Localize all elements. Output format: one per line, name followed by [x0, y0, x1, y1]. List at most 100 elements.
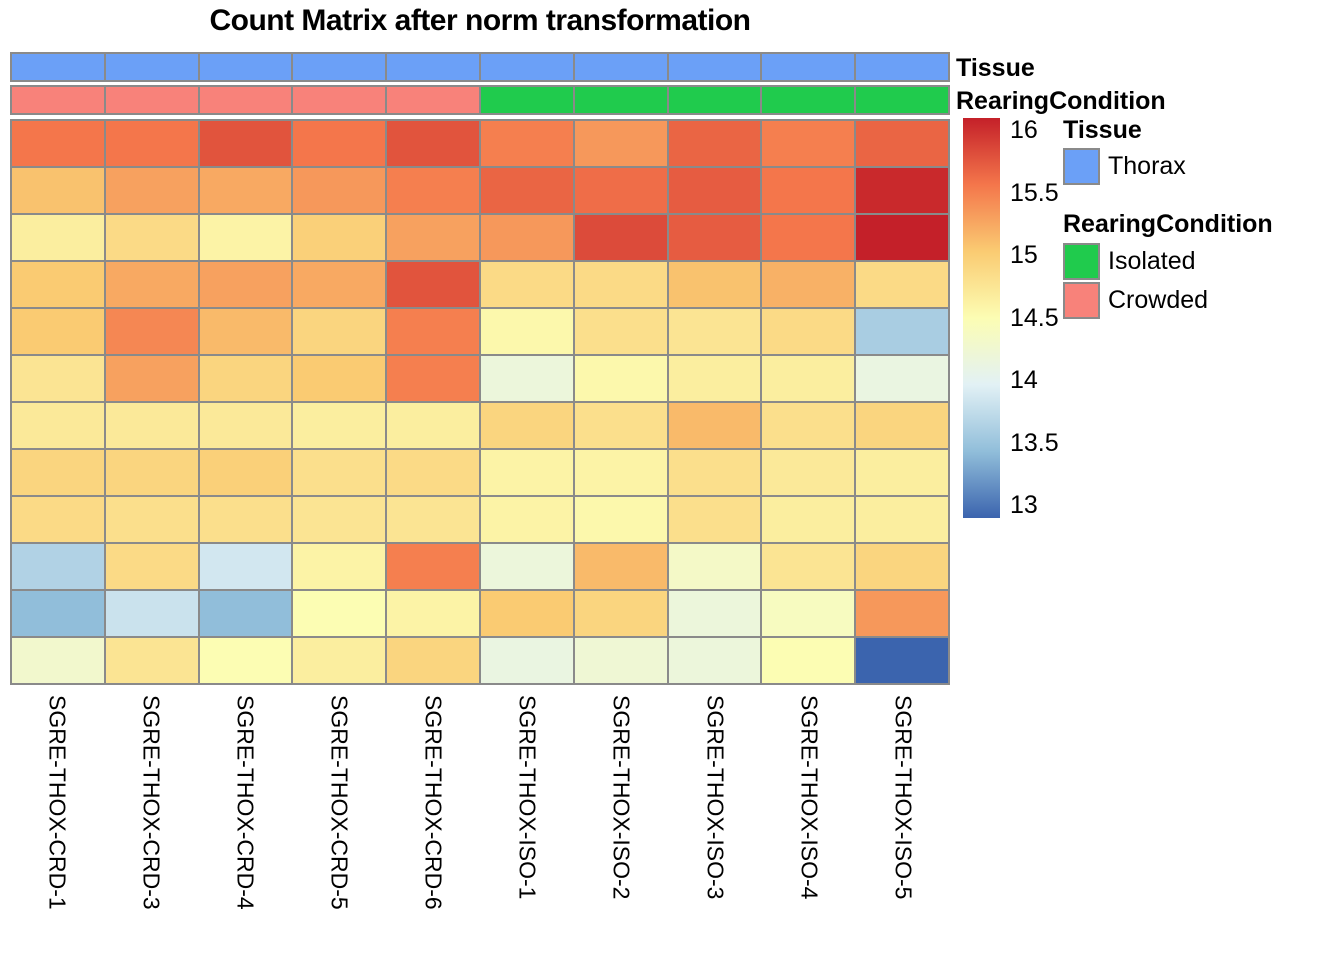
heatmap-cell-r3-c3 [199, 215, 292, 260]
heatmap-cell-r1-c5 [387, 121, 479, 166]
heatmap-cell-r12-c3 [199, 638, 292, 683]
colorbar-tick-13.5: 13.5 [1010, 428, 1059, 457]
column-label-text: SGRE-THOX-CRD-6 [420, 695, 447, 910]
heatmap-cell-r12-c4 [293, 638, 386, 683]
heatmap-cell-r3-c6 [481, 215, 573, 260]
rearing-cell-isolated [481, 87, 573, 113]
column-label-sgre-thox-iso-5: SGRE-THOX-ISO-5 [856, 695, 950, 960]
legend-thorax-swatch [1063, 148, 1100, 185]
heatmap-cell-r5-c8 [668, 309, 761, 354]
heatmap-cell-r2-c4 [293, 168, 386, 213]
heatmap-cell-r12-c7 [574, 638, 667, 683]
heatmap-cell-r11-c7 [574, 591, 667, 636]
heatmap-cell-r12-c5 [387, 638, 479, 683]
heatmap-cell-r7-c5 [387, 403, 479, 448]
column-label-sgre-thox-iso-3: SGRE-THOX-ISO-3 [668, 695, 762, 960]
heatmap-cell-r6-c6 [481, 356, 573, 401]
heatmap-cell-r10-c3 [199, 544, 292, 589]
heatmap-cell-r9-c1 [12, 497, 104, 542]
heatmap-cell-r8-c7 [574, 450, 667, 495]
column-label-sgre-thox-iso-1: SGRE-THOX-ISO-1 [480, 695, 574, 960]
colorbar-tick-13: 13 [1010, 491, 1038, 519]
rearing-cell-isolated [574, 87, 667, 113]
heatmap-cell-r3-c8 [668, 215, 761, 260]
tissue-cell-thorax [668, 54, 761, 80]
heatmap-cell-r11-c10 [856, 591, 948, 636]
heatmap-cell-r7-c7 [574, 403, 667, 448]
heatmap-cell-r5-c3 [199, 309, 292, 354]
heatmap-cell-r1-c7 [574, 121, 667, 166]
heatmap-cell-r11-c2 [105, 591, 198, 636]
heatmap-cell-r12-c9 [762, 638, 855, 683]
heatmap-cell-r4-c2 [105, 262, 198, 307]
column-label-text: SGRE-THOX-CRD-1 [44, 695, 71, 910]
heatmap-cell-r10-c8 [668, 544, 761, 589]
heatmap-cell-r9-c2 [105, 497, 198, 542]
heatmap-cell-r1-c4 [293, 121, 386, 166]
heatmap-cell-r7-c1 [12, 403, 104, 448]
column-label-text: SGRE-THOX-ISO-2 [608, 695, 635, 900]
column-label-sgre-thox-crd-4: SGRE-THOX-CRD-4 [198, 695, 292, 960]
heatmap-cell-r1-c10 [856, 121, 948, 166]
tissue-annotation-label: Tissue [956, 54, 1035, 82]
heatmap-cell-r12-c1 [12, 638, 104, 683]
heatmap-cell-r4-c7 [574, 262, 667, 307]
heatmap-cell-r11-c5 [387, 591, 479, 636]
column-label-sgre-thox-iso-4: SGRE-THOX-ISO-4 [762, 695, 856, 960]
legend-isolated-label: Isolated [1108, 247, 1196, 275]
heatmap-cell-r8-c2 [105, 450, 198, 495]
colorbar-gradient [963, 118, 1000, 518]
tissue-cell-thorax [199, 54, 292, 80]
legend-isolated-swatch [1063, 243, 1100, 280]
colorbar-tick-16: 16 [1010, 116, 1038, 144]
heatmap-cell-r1-c9 [762, 121, 855, 166]
heatmap-cell-r4-c3 [199, 262, 292, 307]
heatmap-cell-r2-c6 [481, 168, 573, 213]
heatmap-cell-r7-c9 [762, 403, 855, 448]
heatmap-cell-r11-c6 [481, 591, 573, 636]
column-label-sgre-thox-crd-1: SGRE-THOX-CRD-1 [10, 695, 104, 960]
heatmap-cell-r7-c6 [481, 403, 573, 448]
rearing-cell-isolated [856, 87, 948, 113]
column-label-text: SGRE-THOX-CRD-3 [138, 695, 165, 910]
heatmap-cell-r6-c2 [105, 356, 198, 401]
plot-title: Count Matrix after norm transformation [209, 4, 751, 37]
heatmap-cell-r6-c9 [762, 356, 855, 401]
heatmap-cell-r7-c3 [199, 403, 292, 448]
heatmap-cell-r8-c8 [668, 450, 761, 495]
tissue-cell-thorax [481, 54, 573, 80]
tissue-cell-thorax [856, 54, 948, 80]
rearing-cell-crowded [387, 87, 479, 113]
column-label-text: SGRE-THOX-CRD-5 [326, 695, 353, 910]
heatmap-cell-r3-c2 [105, 215, 198, 260]
heatmap-cell-r4-c4 [293, 262, 386, 307]
rearing-cell-crowded [105, 87, 198, 113]
heatmap-cell-r6-c8 [668, 356, 761, 401]
heatmap-cell-r9-c8 [668, 497, 761, 542]
heatmap-cell-r11-c1 [12, 591, 104, 636]
heatmap-cell-r10-c7 [574, 544, 667, 589]
heatmap-cell-r6-c4 [293, 356, 386, 401]
legend-crowded-swatch [1063, 282, 1100, 319]
colorbar-tick-14.5: 14.5 [1010, 303, 1059, 332]
column-label-text: SGRE-THOX-ISO-3 [702, 695, 729, 900]
heatmap-cell-r4-c9 [762, 262, 855, 307]
rearing-cell-isolated [668, 87, 761, 113]
heatmap-cell-r4-c10 [856, 262, 948, 307]
heatmap-cell-r10-c5 [387, 544, 479, 589]
heatmap-cell-r10-c1 [12, 544, 104, 589]
heatmap-cell-r10-c4 [293, 544, 386, 589]
column-label-sgre-thox-crd-6: SGRE-THOX-CRD-6 [386, 695, 480, 960]
heatmap-cell-r2-c7 [574, 168, 667, 213]
heatmap-cell-r3-c1 [12, 215, 104, 260]
tissue-cell-thorax [12, 54, 104, 80]
heatmap-cell-r7-c2 [105, 403, 198, 448]
heatmap-cell-r4-c6 [481, 262, 573, 307]
heatmap-cell-r2-c10 [856, 168, 948, 213]
heatmap-cell-r6-c7 [574, 356, 667, 401]
heatmap-cell-r9-c6 [481, 497, 573, 542]
heatmap-cell-r2-c8 [668, 168, 761, 213]
column-label-text: SGRE-THOX-ISO-5 [890, 695, 917, 900]
heatmap-cell-r4-c5 [387, 262, 479, 307]
heatmap-cell-r11-c3 [199, 591, 292, 636]
